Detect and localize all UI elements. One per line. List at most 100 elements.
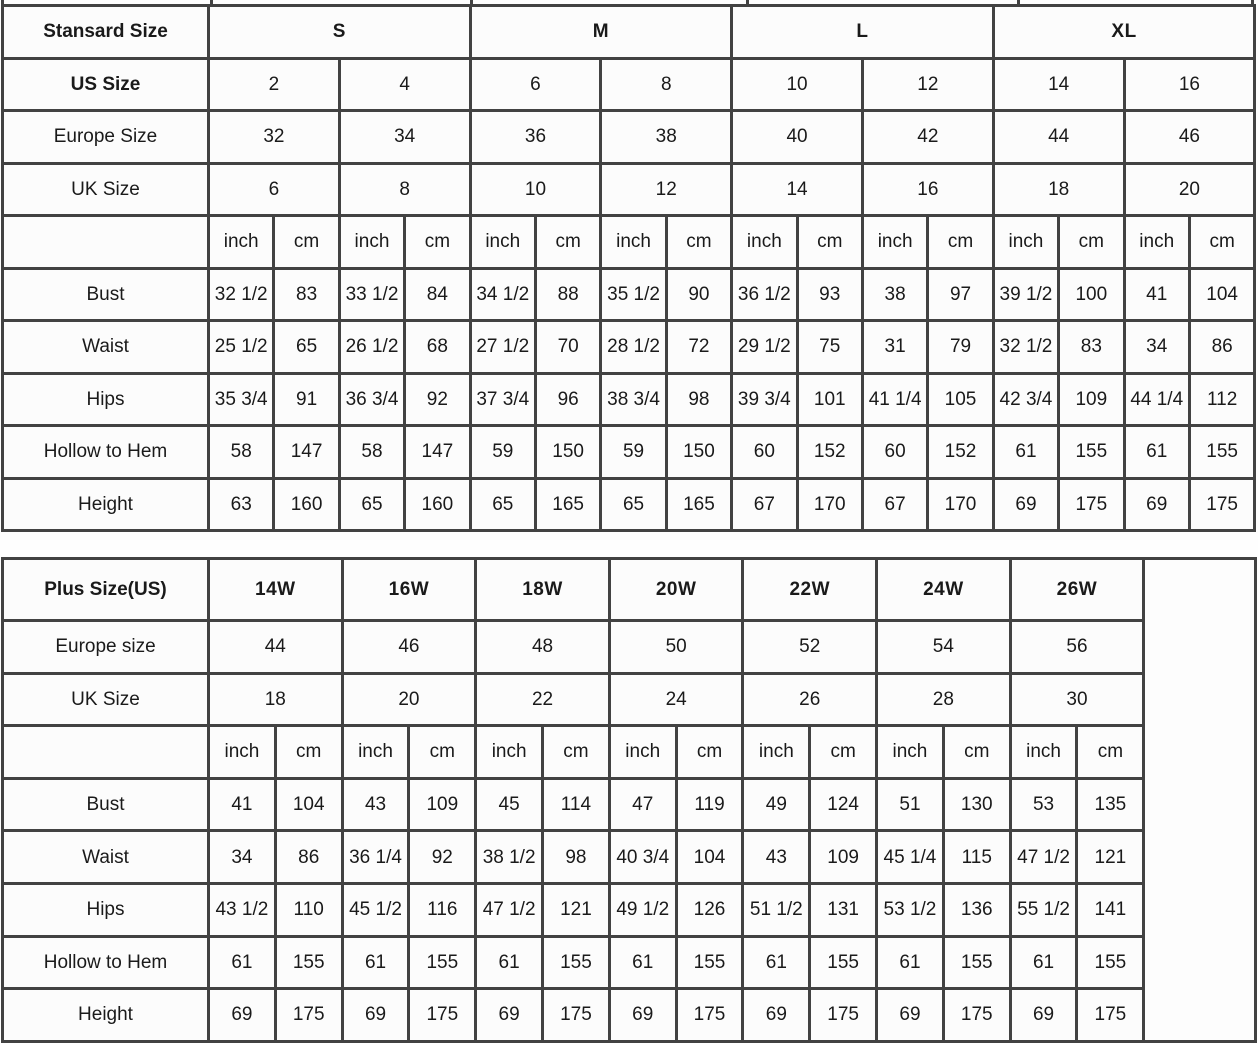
measurement-value: 38 3/4 xyxy=(599,371,668,427)
measurement-value: 25 1/2 xyxy=(206,319,276,375)
corner-label: Stansard Size xyxy=(1,4,210,60)
measurement-value: 121 xyxy=(1075,829,1146,885)
size-conversion-row: US Size 2 4 6 8 10 12 14 16 xyxy=(1,56,1257,112)
measurement-value: 86 xyxy=(1187,319,1257,375)
measurement-value: 61 xyxy=(474,934,545,991)
row-label: Hollow to Hem xyxy=(1,934,210,991)
measurement-value: 47 1/2 xyxy=(474,881,545,938)
measurement-value: 88 xyxy=(533,266,603,322)
measurement-value: 31 xyxy=(860,319,930,375)
measurement-value: 60 xyxy=(730,424,799,480)
row-label: Europe Size xyxy=(1,109,210,165)
crop-artifact-line xyxy=(470,0,473,5)
measurement-value: 33 1/2 xyxy=(337,266,407,322)
measurement-value: 65 xyxy=(337,476,407,532)
measurement-value: 61 xyxy=(1008,934,1079,991)
size-value: 8 xyxy=(599,56,734,112)
measurement-value: 160 xyxy=(403,476,472,532)
measurement-value: 84 xyxy=(403,266,472,322)
unit-header: cm xyxy=(795,214,864,270)
measurement-value: 175 xyxy=(941,987,1012,1043)
measurement-value: 147 xyxy=(403,424,472,480)
row-label: Europe size xyxy=(1,619,210,675)
measurement-value: 35 3/4 xyxy=(206,371,276,427)
measurement-value: 32 1/2 xyxy=(206,266,276,322)
measurement-value: 104 xyxy=(674,829,745,885)
measurement-row: Waist 25 1/2 65 26 1/2 68 27 1/2 70 28 1/2 72 29 … xyxy=(1,319,1257,375)
size-value: 20 xyxy=(340,671,478,728)
unit-header: inch xyxy=(1008,724,1079,780)
size-value: 6 xyxy=(468,56,603,112)
unit-header: inch xyxy=(1122,214,1191,270)
unit-header-row: inch cm inch cm inch cm inch cm inch cm inch cm inch… xyxy=(1,214,1257,270)
measurement-value: 112 xyxy=(1187,371,1257,427)
size-conversion-row: Europe Size 32 34 36 38 40 42 44 46 xyxy=(1,109,1257,165)
row-label: Bust xyxy=(1,266,210,322)
measurement-row: Height 69 175 69 175 69 175 69 175 69 175 69 175 69 17… xyxy=(1,987,1256,1043)
measurement-value: 32 1/2 xyxy=(991,319,1061,375)
size-value: 50 xyxy=(607,619,745,675)
size-conversion-row: UK Size 6 8 10 12 14 16 18 20 xyxy=(1,161,1257,217)
measurement-value: 175 xyxy=(674,987,745,1043)
measurement-value: 40 3/4 xyxy=(607,829,678,885)
measurement-value: 60 xyxy=(860,424,930,480)
measurement-value: 165 xyxy=(664,476,734,532)
measurement-value: 175 xyxy=(1075,987,1146,1043)
measurement-row: Hips 43 1/2 110 45 1/2 116 47 1/2 121 49 1/2 126… xyxy=(1,881,1256,938)
measurement-value: 61 xyxy=(1122,424,1191,480)
measurement-value: 83 xyxy=(1057,319,1126,375)
measurement-value: 131 xyxy=(808,881,879,938)
measurement-value: 43 xyxy=(340,776,411,833)
size-value: 16 xyxy=(1122,56,1257,112)
measurement-value: 170 xyxy=(926,476,995,532)
size-group-row: Stansard Size S M L XL xyxy=(1,4,1257,60)
unit-header: inch xyxy=(607,724,678,780)
measurement-value: 44 1/4 xyxy=(1122,371,1191,427)
measurement-value: 69 xyxy=(875,987,945,1043)
unit-header: cm xyxy=(664,214,734,270)
measurement-value: 69 xyxy=(1008,987,1079,1043)
measurement-value: 61 xyxy=(207,934,277,991)
measurement-value: 104 xyxy=(1187,266,1257,322)
size-value: 14 xyxy=(730,161,864,217)
crop-artifact-line xyxy=(1251,0,1254,5)
measurement-value: 135 xyxy=(1075,776,1146,833)
measurement-value: 96 xyxy=(533,371,603,427)
size-value: 56 xyxy=(1008,619,1146,675)
unit-header: cm xyxy=(1057,214,1126,270)
measurement-value: 91 xyxy=(272,371,341,427)
row-label: Hips xyxy=(1,371,210,427)
measurement-value: 58 xyxy=(206,424,276,480)
measurement-value: 61 xyxy=(340,934,411,991)
size-group-header: 16W xyxy=(340,557,478,622)
measurement-value: 58 xyxy=(337,424,407,480)
measurement-value: 175 xyxy=(808,987,879,1043)
size-value: 36 xyxy=(468,109,603,165)
measurement-value: 147 xyxy=(272,424,341,480)
measurement-value: 42 3/4 xyxy=(991,371,1061,427)
size-group-header: XL xyxy=(991,4,1257,60)
size-group-header: S xyxy=(207,4,472,60)
size-value: 32 xyxy=(207,109,341,165)
measurement-value: 38 xyxy=(860,266,930,322)
measurement-value: 101 xyxy=(795,371,864,427)
row-label: Bust xyxy=(1,776,210,833)
measurement-value: 165 xyxy=(533,476,603,532)
measurement-value: 155 xyxy=(808,934,879,991)
unit-header: cm xyxy=(1075,724,1146,780)
size-group-header: 22W xyxy=(741,557,879,622)
row-label: Height xyxy=(1,987,210,1043)
measurement-value: 36 1/2 xyxy=(730,266,799,322)
measurement-value: 90 xyxy=(664,266,734,322)
measurement-value: 170 xyxy=(795,476,864,532)
measurement-row: Hollow to Hem 58 147 58 147 59 150 59 150 60 152 60… xyxy=(1,424,1257,480)
size-conversion-row: Europe size 44 46 48 50 52 54 56 xyxy=(1,619,1256,675)
measurement-value: 79 xyxy=(926,319,995,375)
size-group-header: 20W xyxy=(607,557,745,622)
size-group-header: 26W xyxy=(1008,557,1146,622)
measurement-value: 41 xyxy=(207,776,277,833)
measurement-value: 92 xyxy=(403,371,472,427)
corner-label: Plus Size(US) xyxy=(1,557,210,622)
measurement-value: 67 xyxy=(860,476,930,532)
size-value: 18 xyxy=(207,671,344,728)
